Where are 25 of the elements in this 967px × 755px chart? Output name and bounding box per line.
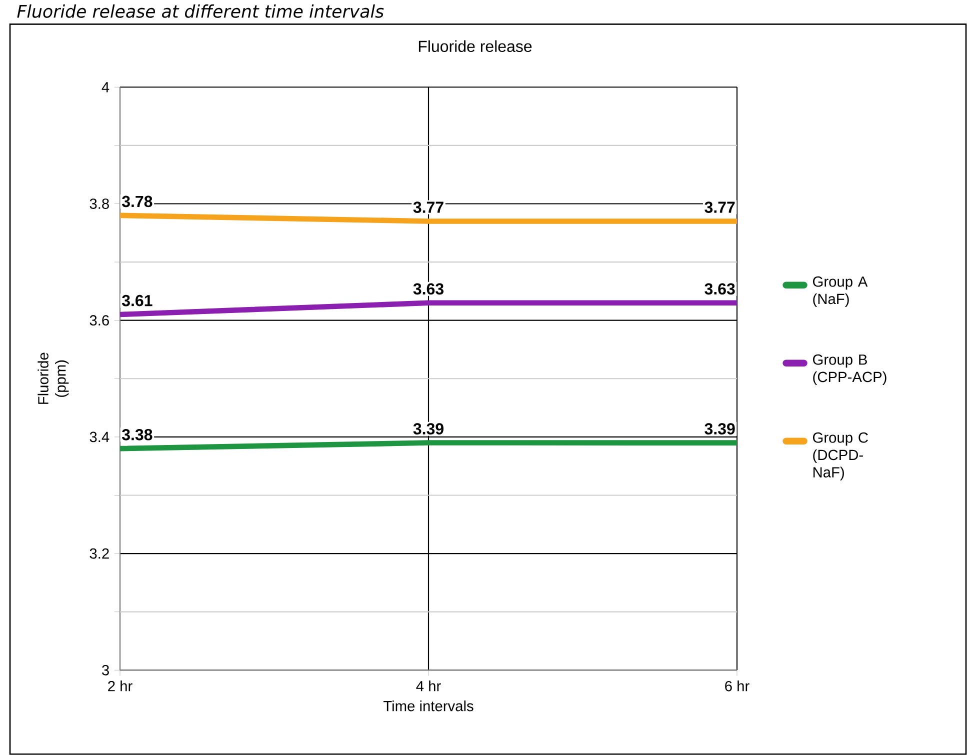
x-axis-title: Time intervals — [383, 700, 474, 712]
x-tick-label: 2 hr — [108, 680, 132, 692]
data-label: 3.78 — [122, 196, 152, 208]
y-tick-label: 3.4 — [90, 432, 110, 442]
chart-title: Fluoride release — [418, 40, 532, 52]
data-label: 3.77 — [413, 202, 444, 213]
y-axis-title: Fluoride (ppm) — [38, 352, 69, 404]
y-tick-label: 3.2 — [90, 548, 109, 559]
data-label: 3.63 — [413, 283, 444, 295]
y-tick-label: 3.6 — [90, 315, 109, 326]
text: Fluoride release at different time intervals — [17, 4, 384, 18]
data-label: 3.38 — [122, 428, 152, 440]
data-label: 3.77 — [704, 202, 735, 213]
data-label: 3.39 — [704, 423, 735, 434]
y-tick-label: 3.8 — [90, 198, 109, 209]
legend-label: Group B (CPP-ACP) — [813, 354, 886, 385]
legend-label: Group C (DCPD-NaF) — [813, 432, 868, 480]
data-label: 3.63 — [704, 283, 735, 295]
x-tick-label: 4 hr — [416, 680, 441, 692]
data-label: 3.39 — [413, 423, 444, 434]
legend-label: Group A (NaF) — [813, 276, 868, 307]
y-tick-label: 4 — [102, 82, 110, 92]
data-label: 3.61 — [122, 294, 152, 306]
x-tick-label: 6 hr — [725, 680, 750, 692]
y-tick-label: 3 — [102, 664, 109, 676]
